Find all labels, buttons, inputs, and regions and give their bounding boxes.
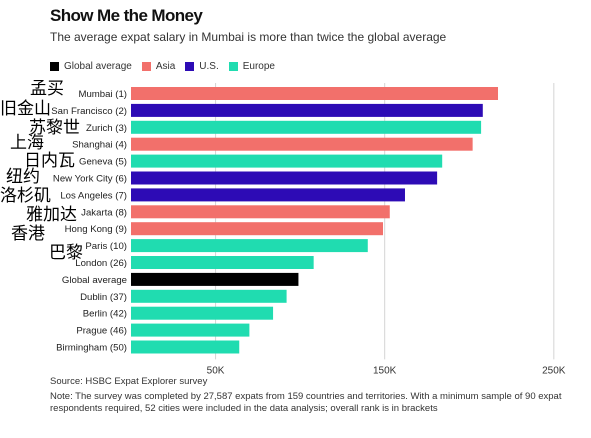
bar	[131, 289, 287, 303]
bar	[131, 256, 314, 269]
annotation-label: 苏黎世	[29, 118, 80, 138]
chart-legend: Global average Asia U.S. Europe	[50, 61, 285, 72]
category-label: Shanghai (4)	[72, 140, 127, 151]
x-tick-label: 250K	[542, 365, 566, 376]
legend-swatch	[50, 62, 59, 71]
bar	[131, 272, 299, 286]
bar	[131, 205, 390, 219]
category-label: London (26)	[75, 258, 127, 269]
category-label: New York City (6)	[53, 174, 127, 185]
legend-item-us: U.S.	[185, 61, 219, 72]
bar	[131, 120, 482, 134]
category-label: Jakarta (8)	[81, 207, 127, 218]
legend-item-global-average: Global average	[50, 61, 132, 72]
annotation-label: 纽约	[6, 167, 40, 187]
category-label: San Francisco (2)	[51, 106, 127, 117]
bar	[131, 323, 250, 337]
category-label: Geneva (5)	[79, 157, 127, 168]
bar	[131, 222, 383, 236]
category-label: Global average	[62, 275, 127, 286]
legend-label: Global average	[64, 61, 132, 72]
legend-swatch	[185, 62, 195, 71]
chart-subtitle: The average expat salary in Mumbai is mo…	[50, 30, 447, 44]
category-label: Zurich (3)	[86, 123, 127, 134]
bar	[131, 137, 473, 151]
annotation-label: 巴黎	[49, 243, 83, 263]
category-label: Berlin (42)	[83, 309, 127, 320]
bar	[131, 171, 438, 185]
annotation-label: 日内瓦	[24, 151, 75, 171]
legend-item-asia: Asia	[141, 61, 176, 72]
x-tick-label: 150K	[373, 365, 397, 376]
legend-label: Europe	[242, 61, 275, 72]
category-label: Los Angeles (7)	[60, 190, 127, 201]
source-note: Source: HSBC Expat Explorer survey	[50, 376, 208, 387]
legend-swatch	[228, 62, 238, 71]
annotation-label: 香港	[11, 224, 45, 244]
bar	[131, 188, 405, 202]
annotation-label: 旧金山	[0, 99, 51, 119]
bar	[131, 239, 368, 253]
chart-title: Show Me the Money	[50, 6, 203, 25]
bar	[131, 154, 443, 168]
category-label: Birmingham (50)	[56, 343, 127, 354]
legend-label: Asia	[155, 61, 176, 72]
category-label: Hong Kong (9)	[65, 224, 127, 235]
category-label: Prague (46)	[76, 326, 127, 337]
survey-note: Note: The survey was completed by 27,587…	[50, 391, 562, 414]
annotation-label: 洛杉矶	[0, 186, 51, 206]
bar	[131, 306, 274, 320]
x-tick-label: 50K	[207, 365, 225, 376]
category-label: Paris (10)	[85, 241, 127, 252]
bar	[131, 340, 240, 354]
annotation-label: 雅加达	[26, 205, 77, 225]
legend-swatch	[141, 62, 151, 71]
annotation-label: 孟买	[30, 79, 64, 99]
legend-item-europe: Europe	[228, 61, 275, 72]
category-label: Dublin (37)	[80, 292, 127, 303]
legend-label: U.S.	[199, 61, 219, 72]
bar	[131, 87, 499, 100]
category-label: Mumbai (1)	[78, 89, 127, 100]
bar	[131, 103, 483, 117]
annotation-label: 上海	[10, 133, 44, 153]
